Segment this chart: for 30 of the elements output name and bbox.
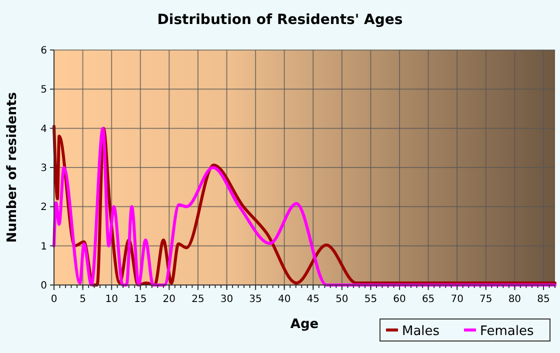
x-tick-label: 55 [364, 294, 378, 305]
x-tick-label: 20 [162, 294, 176, 305]
y-tick-label: 1 [40, 241, 47, 252]
chart-title: Distribution of Residents' Ages [157, 12, 403, 28]
x-axis-title: Age [290, 317, 319, 332]
y-tick-label: 5 [40, 84, 47, 96]
y-tick-label: 0 [40, 280, 47, 292]
x-tick-label: 85 [537, 294, 550, 305]
y-tick-label: 2 [40, 202, 47, 214]
y-tick-label: 3 [40, 163, 47, 174]
x-tick-label: 0 [50, 294, 58, 305]
x-tick-label: 45 [306, 294, 320, 305]
x-tick-label: 65 [422, 294, 435, 305]
x-tick-label: 75 [480, 294, 492, 305]
x-tick-label: 25 [192, 294, 204, 305]
x-tick-label: 50 [336, 294, 348, 305]
x-tick-label: 70 [450, 294, 464, 305]
x-tick-label: 10 [105, 294, 118, 305]
x-tick-label: 80 [508, 294, 522, 305]
x-tick-label: 60 [393, 294, 406, 305]
y-axis-title: Number of residents [5, 92, 20, 243]
legend-label: Females [480, 324, 534, 339]
x-tick-label: 5 [80, 294, 86, 305]
x-tick-label: 15 [134, 294, 147, 305]
y-tick-label: 4 [40, 124, 47, 135]
x-tick-label: 40 [278, 294, 291, 305]
legend-label: Males [402, 324, 440, 339]
x-tick-label: 35 [249, 294, 262, 305]
x-tick-label: 30 [220, 294, 234, 305]
y-tick-label: 6 [40, 46, 47, 56]
